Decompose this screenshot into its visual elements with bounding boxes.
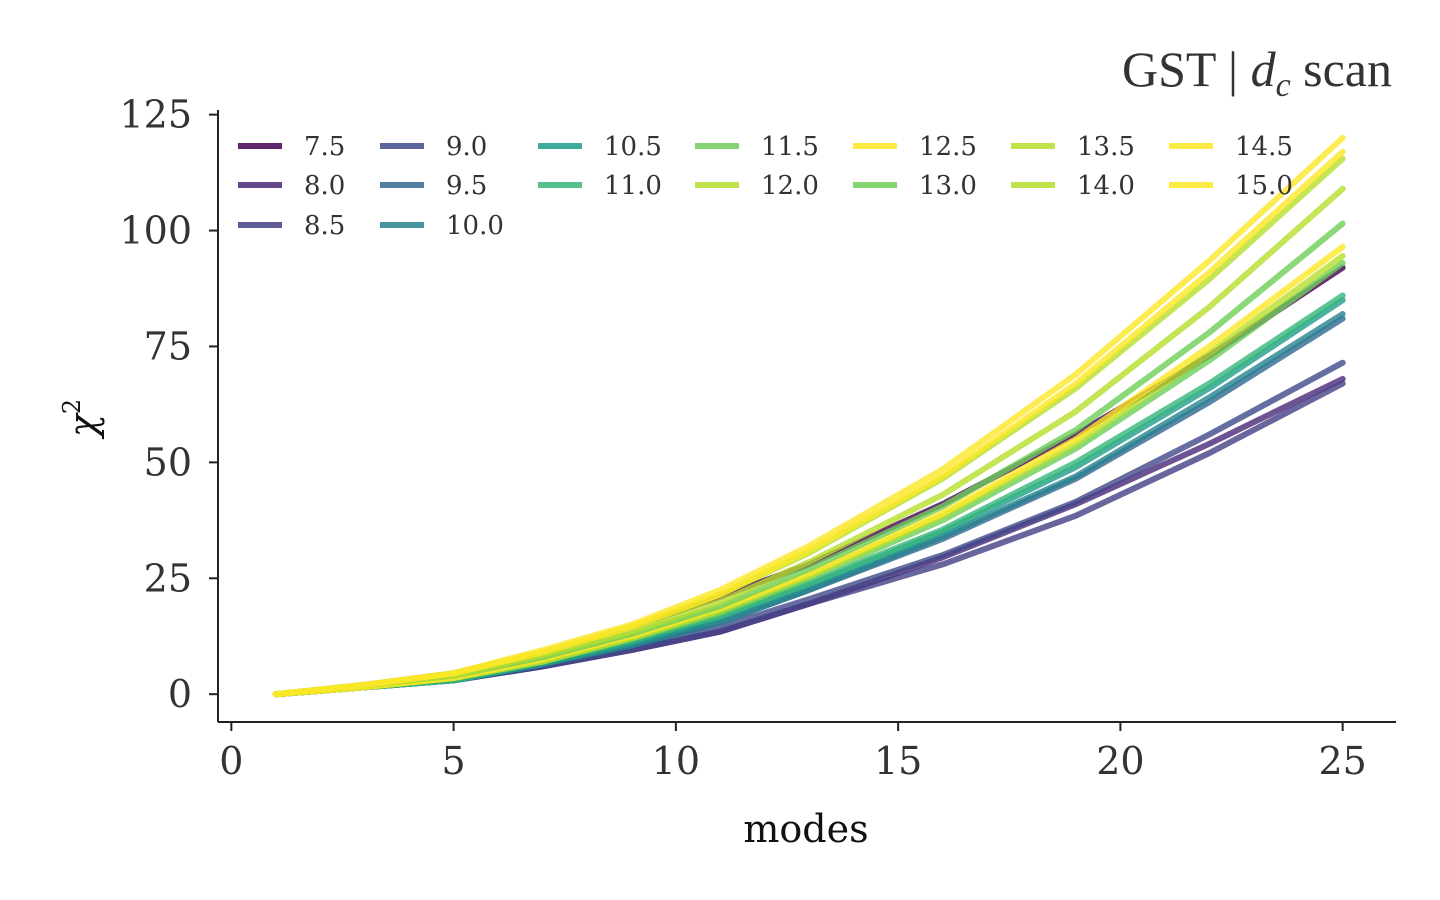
y-tick-label: 100 [119, 209, 192, 253]
series-line-14.5 [272, 148, 1346, 698]
legend-label-12.5: 12.5 [919, 132, 977, 162]
y-tick-label: 125 [119, 93, 192, 137]
series-line-12.5 [272, 243, 1346, 698]
series-line-13.5 [272, 185, 1346, 698]
series-line-12.0 [272, 253, 1346, 698]
legend-label-15.0: 15.0 [1235, 171, 1293, 201]
x-tick-label: 5 [442, 739, 466, 783]
legend-label-14.0: 14.0 [1077, 171, 1135, 201]
legend-label-9.0: 9.0 [446, 132, 487, 162]
y-axis-ticks: 0 25 50 75 100 125 [119, 93, 218, 716]
chart-title: GST | dc scan [1122, 41, 1392, 104]
y-tick-label: 75 [144, 324, 192, 368]
chart-title-suffix: scan [1291, 41, 1392, 97]
legend-label-10.5: 10.5 [604, 132, 662, 162]
legend-label-14.5: 14.5 [1235, 132, 1293, 162]
x-tick-label: 0 [219, 739, 243, 783]
y-axis-title-symbol: χ [61, 412, 105, 440]
series-line-10.5 [272, 297, 1346, 698]
y-tick-label: 0 [168, 672, 192, 716]
y-tick-label: 50 [144, 440, 192, 484]
y-axis-title-exponent: 2 [58, 399, 86, 414]
legend-label-13.5: 13.5 [1077, 132, 1135, 162]
legend-label-11.0: 11.0 [604, 171, 662, 201]
legend-label-13.0: 13.0 [919, 171, 977, 201]
legend-label-9.5: 9.5 [446, 171, 487, 201]
axes [217, 110, 1396, 723]
x-tick-label: 20 [1096, 739, 1144, 783]
legend-label-11.5: 11.5 [761, 132, 819, 162]
series-line-14.0 [272, 155, 1346, 698]
legend-label-10.0: 10.0 [446, 211, 504, 241]
x-tick-label: 15 [874, 739, 922, 783]
series-lines [272, 134, 1346, 698]
legend: 7.5 8.0 8.5 9.0 9.5 10.0 10.5 11.0 11.5 12.0 12.5 1… [238, 132, 1293, 241]
x-tick-label: 25 [1318, 739, 1366, 783]
y-tick-label: 25 [144, 556, 192, 600]
x-axis-ticks: 0 5 10 15 20 25 [219, 722, 1367, 783]
legend-label-8.5: 8.5 [304, 211, 345, 241]
legend-label-7.5: 7.5 [304, 132, 345, 162]
legend-label-12.0: 12.0 [761, 171, 819, 201]
legend-label-8.0: 8.0 [304, 171, 345, 201]
series-line-8.0 [272, 375, 1346, 698]
chart-title-subscript: c [1276, 67, 1291, 104]
x-tick-label: 10 [652, 739, 700, 783]
y-axis-title: χ2 [58, 399, 105, 440]
chart-title-prefix: GST | [1122, 41, 1251, 97]
series-line-8.5 [272, 380, 1346, 698]
series-line-15.0 [272, 134, 1346, 698]
x-axis-title: modes [743, 807, 868, 851]
chart-title-symbol: d [1251, 41, 1277, 97]
